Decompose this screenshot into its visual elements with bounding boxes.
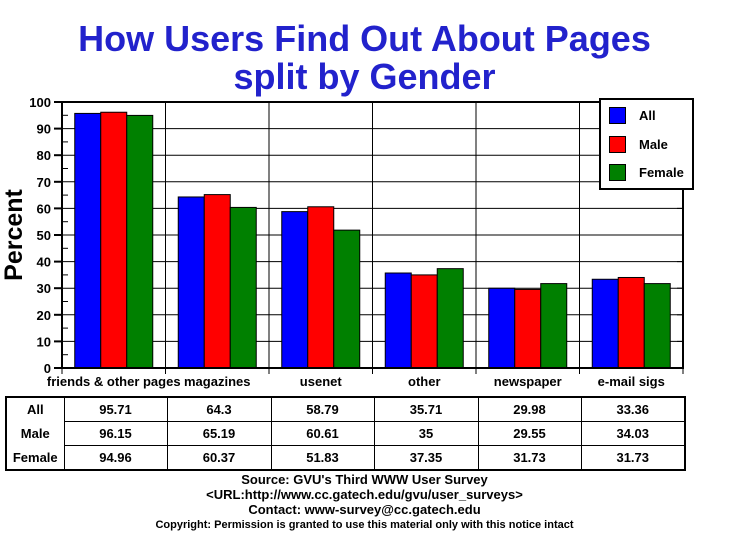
table-cell: 65.19 [166, 421, 272, 446]
table-row-label: All [5, 397, 65, 422]
bar-male-1 [203, 194, 231, 369]
y-tick-label: 30 [37, 281, 51, 296]
title-line-2: split by Gender [233, 56, 496, 97]
y-tick-label: 40 [37, 255, 51, 270]
y-tick-label: 90 [37, 122, 51, 137]
y-tick-label: 10 [37, 334, 51, 349]
table-cell: 35 [373, 421, 479, 446]
x-category-label: usenet [300, 374, 343, 389]
bar-all-1 [177, 196, 205, 369]
table-row-female: Female 94.96 60.37 51.83 37.35 31.73 31.73 [5, 445, 686, 471]
data-table: All 95.71 64.3 58.79 35.71 29.98 33.36 Male 96.1… [5, 396, 686, 471]
y-tick-label: 80 [37, 148, 51, 163]
bar-all-2 [281, 211, 309, 369]
legend-label: Female [639, 165, 684, 180]
bar-male-2 [307, 206, 335, 369]
legend-item-female: Female [609, 164, 684, 181]
legend-item-male: Male [609, 135, 684, 153]
legend: All Male Female [599, 98, 694, 190]
table-cell: 58.79 [270, 396, 375, 422]
bar-male-4 [514, 288, 542, 369]
legend-swatch-all [609, 107, 626, 124]
y-axis-title: Percent [0, 188, 28, 280]
table-cell: 31.73 [477, 445, 582, 471]
table-cell: 34.03 [580, 421, 686, 446]
y-tick-label: 100 [29, 95, 51, 110]
footer: Source: GVU's Third WWW User Survey <URL… [0, 472, 729, 532]
table-row-label: Male [5, 421, 65, 446]
legend-swatch-female [609, 164, 626, 181]
table-cell: 29.55 [477, 421, 582, 446]
table-cell: 64.3 [166, 396, 272, 422]
table-row-all: All 95.71 64.3 58.79 35.71 29.98 33.36 [5, 396, 686, 422]
bar-female-2 [333, 229, 361, 369]
y-tick-label: 20 [37, 308, 51, 323]
x-category-label: e-mail sigs [598, 374, 665, 389]
bar-all-4 [488, 287, 516, 369]
y-tick-label: 70 [37, 175, 51, 190]
table-cell: 29.98 [477, 396, 582, 422]
table-row-label: Female [5, 445, 65, 470]
table-cell: 33.36 [580, 396, 686, 422]
bar-male-0 [100, 111, 128, 369]
table-cell: 60.61 [270, 421, 375, 446]
y-tick-label: 0 [44, 361, 51, 376]
y-tick-label: 60 [37, 201, 51, 216]
table-cell: 37.35 [373, 445, 479, 471]
bar-female-4 [540, 283, 568, 369]
y-tick-label: 50 [37, 228, 51, 243]
x-category-label: newspaper [494, 374, 562, 389]
bar-male-3 [410, 274, 438, 369]
legend-label: All [639, 108, 656, 123]
bar-male-5 [617, 276, 645, 369]
x-category-label: magazines [184, 374, 250, 389]
table-cell: 96.15 [63, 421, 168, 446]
table-row-male: Male 96.15 65.19 60.61 35 29.55 34.03 [5, 421, 686, 446]
title-line-1: How Users Find Out About Pages [78, 18, 651, 59]
legend-label: Male [639, 136, 668, 152]
bar-female-3 [436, 268, 464, 369]
bar-all-0 [74, 112, 102, 369]
table-cell: 51.83 [270, 445, 375, 471]
table-cell: 60.37 [166, 445, 272, 471]
legend-item-all: All [609, 107, 684, 124]
table-cell: 31.73 [580, 445, 686, 471]
footer-copyright: Copyright: Permission is granted to use … [155, 519, 574, 531]
bar-female-5 [643, 283, 671, 369]
table-cell: 35.71 [373, 396, 479, 422]
bar-all-5 [591, 278, 619, 369]
table-cell: 94.96 [63, 445, 168, 471]
table-cell: 95.71 [63, 396, 168, 422]
footer-contact: Contact: www-survey@cc.gatech.edu [248, 502, 481, 517]
x-category-label: friends & other pages [47, 374, 181, 389]
x-category-label: other [408, 374, 441, 389]
bar-all-3 [384, 272, 412, 369]
legend-swatch-male [609, 135, 626, 153]
footer-source: Source: GVU's Third WWW User Survey [241, 472, 488, 487]
footer-url: <URL:http://www.cc.gatech.edu/gvu/user_s… [206, 487, 523, 502]
chart-title: How Users Find Out About Pages split by … [0, 20, 729, 96]
bar-female-1 [229, 206, 257, 369]
bar-female-0 [126, 114, 154, 369]
